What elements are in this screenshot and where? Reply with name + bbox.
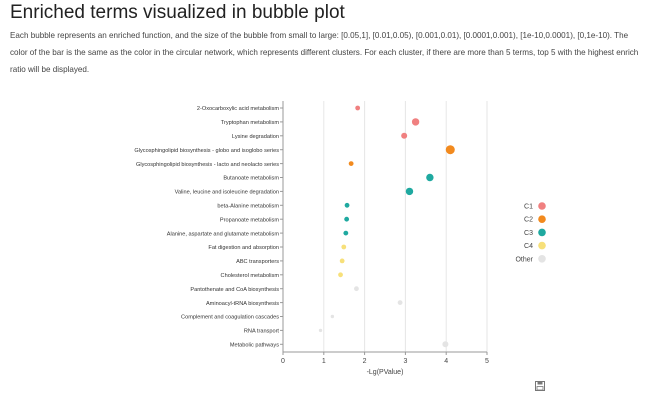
term-label: Fat digestion and absorption [208,245,279,251]
grid-lines [323,101,488,352]
bubble [442,341,449,348]
legend-swatch[interactable] [538,228,546,237]
bubble [348,161,354,167]
term-label: Complement and coagulation cascades [181,315,279,321]
term-label: Valine, leucine and isoleucine degradati… [175,190,279,196]
term-labels: 2-Oxocarboxylic acid metabolism Tryptopha… [134,106,279,348]
legend-swatch[interactable] [538,202,546,210]
term-label: Pantothenate and CoA biosynthesis [190,287,279,293]
term-label: 2-Oxocarboxylic acid metabolism [197,106,279,112]
bubble [339,258,345,264]
bubble [354,286,359,292]
bubble [344,216,350,222]
bubble [411,118,420,126]
legend-label[interactable]: C1 [524,204,533,211]
term-label: Propanoate metabolism [220,217,279,223]
term-label: Cholesterol metabolism [221,273,280,279]
bubble [397,300,403,305]
legend[interactable]: C1 C2 C3 C4 Other [515,202,546,263]
bubble [355,105,361,111]
legend-swatch[interactable] [538,241,546,250]
term-label: ABC transporters [236,259,279,265]
bubbles [318,105,455,348]
legend-label[interactable]: C2 [524,217,533,224]
legend-label[interactable]: C3 [524,230,533,237]
bubble [318,328,323,333]
legend-swatch[interactable] [538,254,546,263]
bubble [344,202,350,208]
bubble [405,187,414,196]
x-tick-label: 5 [485,358,489,365]
x-tick-label: 2 [363,358,367,365]
bubble [341,244,347,250]
description-text: Each bubble represents an enriched funct… [10,31,639,74]
term-label: Lysine degradation [232,134,279,140]
bubble [330,314,335,319]
term-label: beta-Alanine metabolism [217,204,279,210]
x-tick-label: 1 [322,358,326,365]
term-label: Alanine, aspartate and glutamate metabol… [167,231,280,237]
x-tick-label: 4 [444,358,448,365]
x-tick-label: 3 [403,358,407,365]
term-label: Tryptophan metabolism [221,120,280,126]
x-tick-label: 0 [281,358,285,365]
legend-swatch[interactable] [538,215,546,223]
term-label: Butanoate metabolism [223,176,279,182]
bubble [426,173,434,182]
term-label: Glycosphingolipid biosynthesis - globo a… [134,148,279,154]
bubble [338,272,343,278]
legend-label[interactable]: C4 [524,243,533,250]
bubble [343,230,349,236]
legend-label[interactable]: Other [515,256,533,263]
axes: 0 1 2 3 4 5 -Lg(PValue) [280,101,489,376]
x-axis-title: -Lg(PValue) [367,369,404,376]
bubble [401,132,408,139]
bubble [445,145,455,155]
save-icon[interactable] [535,381,545,391]
term-label: Aminoacyl-tRNA biosynthesis [206,301,279,307]
term-label: RNA transport [244,329,280,335]
term-label: Metabolic pathways [230,343,279,349]
page-title: Enriched terms visualized in bubble plot [10,2,345,23]
term-label: Glycosphingolipid biosynthesis - lacto a… [136,162,279,168]
